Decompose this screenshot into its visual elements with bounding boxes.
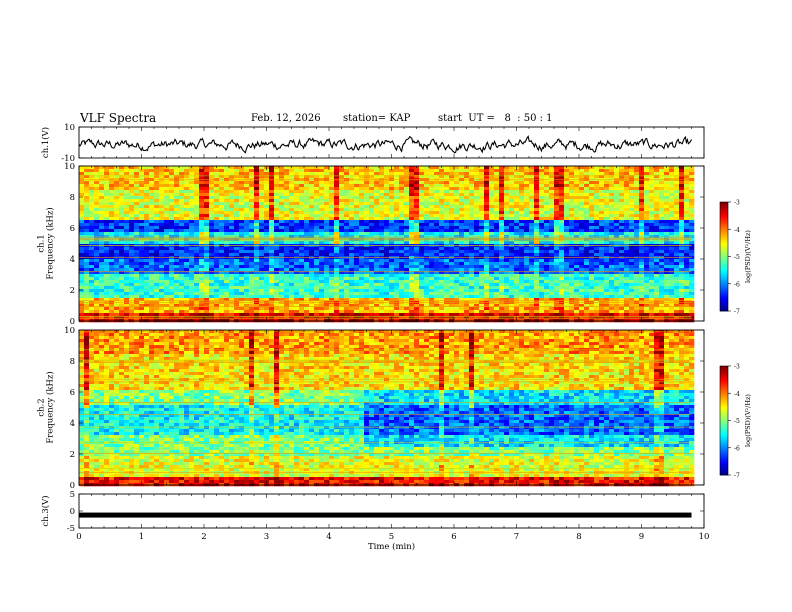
ch1-spectrogram-cells [79,166,695,323]
colorbar-tick-label: -3 [734,364,740,371]
ch3-signal-ytick-label: -5 [67,524,75,534]
xtick-label: 8 [576,532,581,542]
colorbar-tick-label: -4 [734,391,740,398]
date-label: Feb. 12, 2026 [251,113,321,124]
ch2-spectrogram-ytick-label: 4 [70,419,75,429]
chart-title: VLF Spectra [80,111,157,125]
colorbar-tick-label: -7 [734,473,740,480]
station-label: station= KAP [343,113,411,124]
xtick-label: 7 [514,532,519,542]
ch2-spectrogram-ylabel: ch.2 [37,398,47,416]
ch3-signal-ytick-label: 5 [70,490,75,500]
xtick-label: 5 [389,532,394,542]
ch1-spectrogram-ytick-label: 0 [70,317,75,327]
colorbar-label: log(PSD)(V²/Hz) [744,230,752,283]
ch2-spectrogram-ytick-label: 0 [70,481,75,491]
ch2-spectrogram-cells [79,330,695,487]
ch1-spectrogram-ytick-label: 10 [64,162,75,172]
ch2-spectrogram-ytick-label: 2 [70,450,75,460]
xtick-label: 9 [639,532,644,542]
ch3-signal-ylabel: ch.3(V) [40,495,51,526]
ch1-waveform-ylabel: ch.1(V) [40,127,51,158]
xtick-label: 3 [264,532,269,542]
colorbar-tick-label: -3 [734,200,740,207]
ch3-signal-bar [79,512,692,518]
ch1-spectrogram-ytick-label: 2 [70,286,75,296]
ch1-spectrogram-ytick-label: 4 [70,255,75,265]
ch1-waveform-ytick-label: 10 [64,123,75,133]
ch2-spectrogram-ytick-label: 10 [64,326,75,336]
xtick-label: 6 [451,532,456,542]
ch2-spectrogram-colorbar: -3 -4 -5 -6 -7 log(PSD)(V²/Hz) [719,364,752,480]
ch1-spectrogram-ytick-label: 6 [70,224,75,234]
xaxis-label: Time (min) [368,541,415,552]
colorbar-tick-label: -4 [734,227,740,234]
xtick-label: 0 [76,532,81,542]
start-time-label: start UT = 8 : 50 : 1 [438,113,553,124]
xtick-label: 10 [699,532,710,542]
xtick-label: 4 [326,532,331,542]
ch1-spectrogram-ylabel: Frequency (kHz) [45,207,56,279]
ch2-spectrogram-ytick-label: 6 [70,388,75,398]
ch1-spectrogram-ytick-label: 8 [70,193,75,203]
colorbar-tick-label: -5 [734,254,740,261]
ch1-waveform-line [78,135,692,154]
colorbar-label: log(PSD)(V²/Hz) [744,394,752,447]
xtick-label: 1 [139,532,144,542]
xtick-label: 2 [201,532,206,542]
ch2-spectrogram-ytick-label: 8 [70,357,75,367]
ch3-signal-ytick-label: 0 [70,507,75,517]
ch1-spectrogram-colorbar: -3 -4 -5 -6 -7 log(PSD)(V²/Hz) [719,200,752,316]
colorbar-tick-label: -6 [734,445,740,452]
ch2-spectrogram-ylabel: Frequency (kHz) [45,371,56,443]
ch1-waveform-ytick-label: -10 [61,154,75,164]
colorbar-tick-label: -7 [734,309,740,316]
colorbar-tick-label: -6 [734,281,740,288]
ch1-spectrogram-ylabel: ch.1 [37,234,47,252]
ch3-signal-frame [78,493,705,529]
colorbar-tick-label: -5 [734,418,740,425]
